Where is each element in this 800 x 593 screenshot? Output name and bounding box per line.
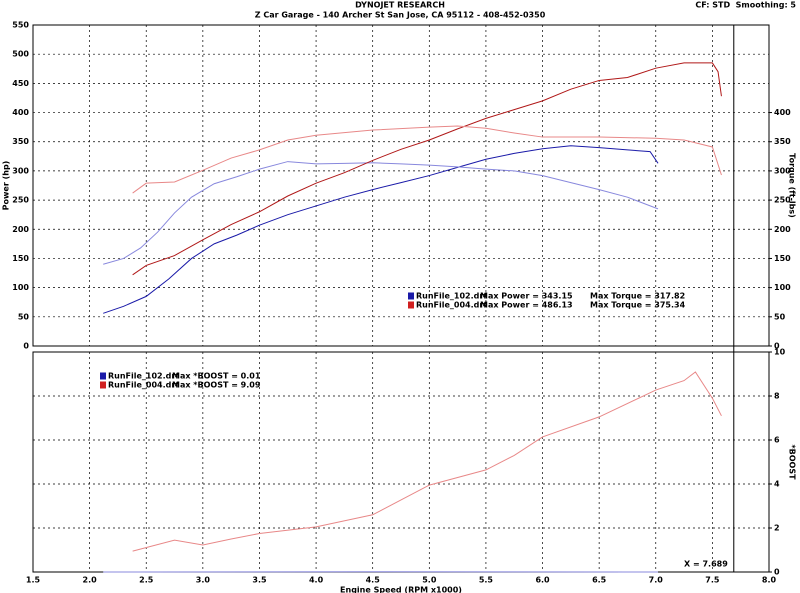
legend-file: RunFile_102.drf	[108, 372, 179, 381]
y-tick-label: 200	[12, 225, 29, 234]
legend-swatch	[100, 372, 106, 380]
legend-swatch	[408, 301, 414, 309]
y2-tick-label: 200	[774, 225, 791, 234]
y-tick-label: 300	[12, 166, 29, 175]
y-tick-label: 400	[12, 108, 29, 117]
cursor-label: X = 7.689	[684, 560, 728, 569]
y-tick-label: 0	[23, 342, 29, 351]
y2-tick-label: 0	[774, 568, 780, 577]
y2-tick-label: 100	[774, 283, 791, 292]
y-tick-label: 100	[12, 283, 29, 292]
x-tick-label: 7.5	[705, 576, 720, 585]
legend-file: RunFile_102.drf	[416, 292, 487, 301]
x-tick-label: 4.0	[309, 576, 324, 585]
series-line	[132, 371, 722, 552]
settings: CF: STD Smoothing: 5	[695, 1, 796, 10]
y2-tick-label: 0	[774, 342, 780, 351]
y-tick-label: 250	[12, 196, 29, 205]
x-tick-label: 5.0	[422, 576, 437, 585]
y2-tick-label: 4	[774, 480, 780, 489]
legend-file: RunFile_004.drf	[416, 301, 487, 310]
x-tick-label: 3.0	[196, 576, 211, 585]
x-tick-label: 1.5	[26, 576, 41, 585]
subtitle: Z Car Garage - 140 Archer St San Jose, C…	[255, 11, 546, 20]
title: DYNOJET RESEARCH	[355, 1, 445, 10]
y2-tick-label: 300	[774, 166, 791, 175]
y2-tick-label: 2	[774, 524, 780, 533]
y-axis-label: Power (hp)	[2, 161, 11, 211]
x-tick-label: 6.0	[535, 576, 550, 585]
y2-tick-label: 350	[774, 137, 791, 146]
y-tick-label: 150	[12, 254, 29, 263]
legend-boost: Max *BOOST = 9.09	[172, 381, 261, 390]
x-tick-label: 8.0	[762, 576, 777, 585]
legend-torque: Max Torque = 375.34	[590, 301, 686, 310]
y2-axis-label: Torque (ft-lbs)	[788, 153, 797, 218]
x-tick-label: 7.0	[649, 576, 664, 585]
x-tick-label: 6.5	[592, 576, 607, 585]
x-tick-label: 3.5	[252, 576, 267, 585]
y2-tick-label: 10	[774, 348, 786, 357]
y2-tick-label: 8	[774, 392, 780, 401]
x-tick-label: 5.5	[479, 576, 494, 585]
y-tick-label: 350	[12, 137, 29, 146]
series-line	[103, 145, 659, 314]
x-tick-label: 2.5	[139, 576, 154, 585]
legend-swatch	[100, 381, 106, 389]
y-tick-label: 500	[12, 50, 29, 59]
y-tick-label: 550	[12, 21, 29, 30]
y2-axis-label: *BOOST	[788, 444, 797, 480]
plot-frame	[32, 24, 770, 347]
x-axis-label: Engine Speed (RPM x1000)	[340, 586, 462, 593]
x-tick-label: 4.5	[366, 576, 381, 585]
legend-power: Max Power = 343.15	[480, 292, 573, 301]
y-tick-label: 450	[12, 79, 29, 88]
y-tick-label: 50	[18, 312, 30, 321]
series-line	[103, 161, 659, 265]
y2-tick-label: 6	[774, 436, 780, 445]
y2-tick-label: 250	[774, 196, 791, 205]
legend-file: RunFile_004.drf	[108, 381, 179, 390]
y2-tick-label: 150	[774, 254, 791, 263]
series-line	[132, 125, 722, 194]
y2-tick-label: 50	[774, 312, 786, 321]
series-line	[132, 62, 722, 276]
legend-torque: Max Torque = 317.82	[590, 292, 685, 301]
x-tick-label: 2.0	[83, 576, 98, 585]
legend-power: Max Power = 486.13	[480, 301, 573, 310]
legend-swatch	[408, 292, 414, 300]
y2-tick-label: 400	[774, 108, 791, 117]
legend-boost: Max *BOOST = 0.01	[172, 372, 261, 381]
